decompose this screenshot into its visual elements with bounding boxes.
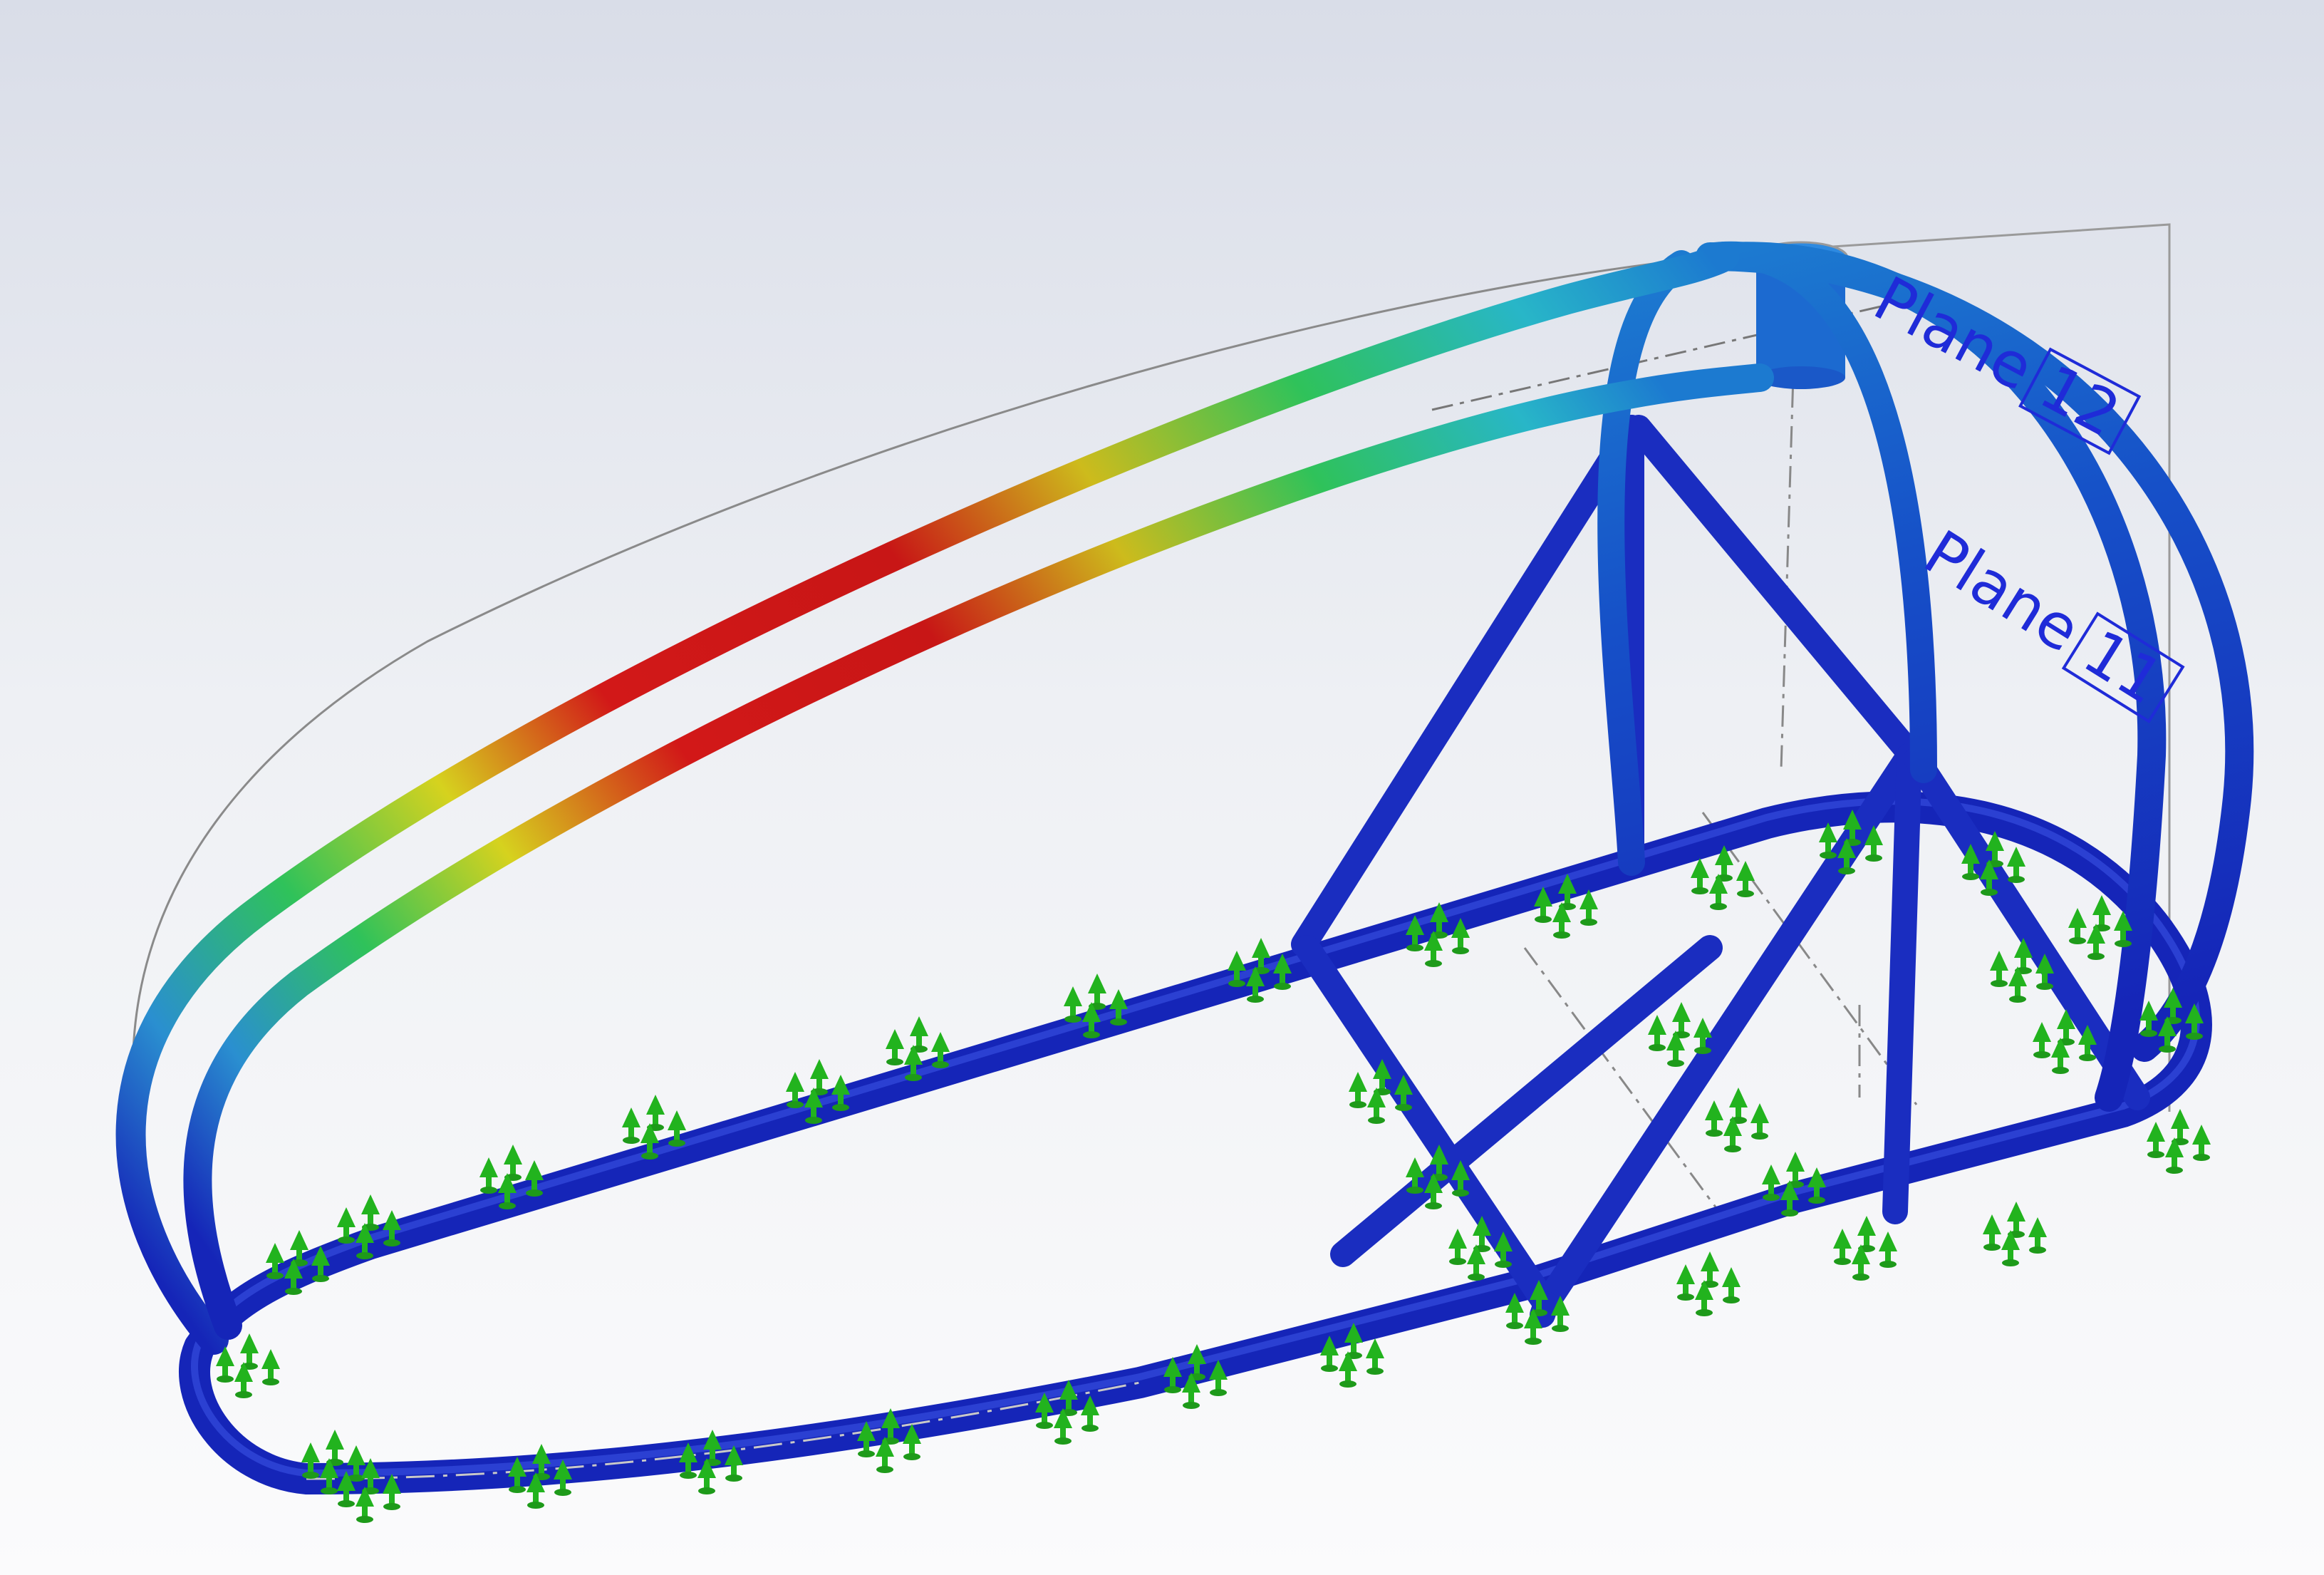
fixture-arrow-icon xyxy=(1983,1202,2047,1266)
fixture-arrow-icon xyxy=(1990,938,2054,1003)
fixture-arrow-icon xyxy=(301,1430,365,1494)
fixture-arrow-icon xyxy=(622,1095,686,1160)
fixture-arrow-icon xyxy=(1819,810,1883,874)
fixture-arrow-icon xyxy=(1228,938,1292,1003)
fixture-arrow-icon xyxy=(2139,988,2204,1053)
fixture-arrow-icon xyxy=(1320,1323,1384,1388)
fixture-arrow-icon xyxy=(337,1458,401,1523)
fixture-arrow-icon xyxy=(786,1059,850,1124)
fixture-arrow-icon xyxy=(2033,1009,2097,1074)
fixture-arrow-icon xyxy=(266,1230,330,1295)
fixture-arrow-icon xyxy=(337,1194,401,1259)
inner-tube xyxy=(183,363,1774,1340)
stress-result-tubes[interactable] xyxy=(115,242,1774,1355)
fixture-arrow-icon xyxy=(1833,1216,1897,1281)
fixture-arrow-icon xyxy=(1448,1216,1513,1281)
fixture-arrow-icon xyxy=(1705,1088,1769,1152)
fixture-arrow-icon xyxy=(1762,1152,1826,1217)
rear-arches[interactable] xyxy=(1597,241,2254,1112)
fixture-arrow-icon xyxy=(1691,845,1755,910)
fixture-arrow-icon xyxy=(2068,895,2132,960)
plane-12-outline xyxy=(1681,223,2171,1112)
fixture-arrow-icon xyxy=(1648,1002,1712,1067)
fixture-arrow-icon xyxy=(679,1430,743,1494)
fixture-arrow-icon xyxy=(2147,1109,2211,1174)
fixture-arrow-icon xyxy=(1406,902,1470,967)
fixture-arrow-icon xyxy=(1961,831,2025,896)
construction-line xyxy=(1523,306,1918,1219)
fixture-arrow-icon xyxy=(857,1408,921,1473)
fixture-arrow-icon xyxy=(886,1016,950,1081)
construction-line xyxy=(1431,305,1882,411)
fixture-arrow-icon xyxy=(1534,874,1598,939)
fixture-arrow-icon xyxy=(1064,974,1128,1038)
fixture-arrow-icon xyxy=(1505,1280,1570,1345)
fixture-arrow-icon xyxy=(479,1145,544,1209)
fixture-arrow-icon xyxy=(216,1333,280,1398)
outer-tube xyxy=(115,242,1739,1355)
fixture-arrow-icon xyxy=(1163,1344,1228,1409)
fixture-arrow-icon xyxy=(1676,1251,1741,1316)
fixture-markers xyxy=(216,810,2211,1523)
fixture-arrow-icon xyxy=(1349,1059,1413,1124)
fixture-arrow-icon xyxy=(508,1444,572,1509)
fixture-arrow-icon xyxy=(1035,1380,1099,1445)
fixture-arrow-icon xyxy=(1406,1145,1470,1209)
